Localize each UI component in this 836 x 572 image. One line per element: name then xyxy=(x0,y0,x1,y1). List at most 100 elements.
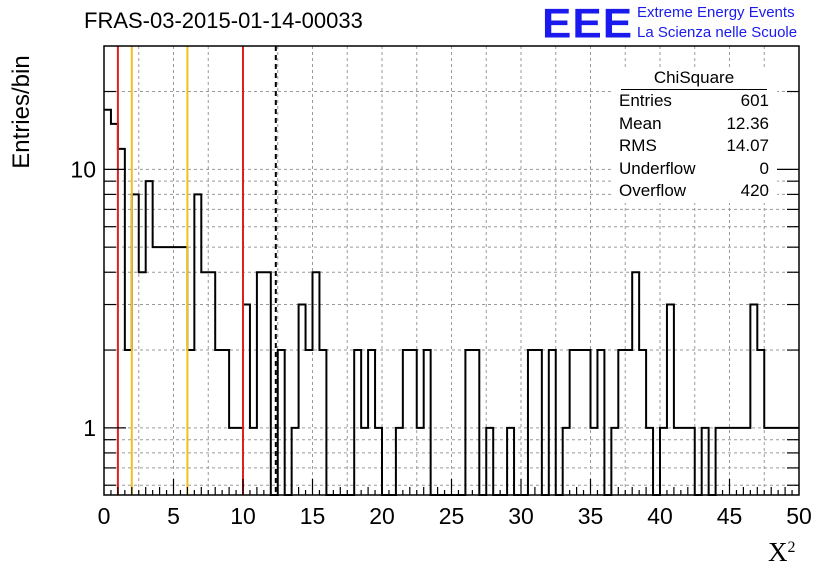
y-axis-ticks: 1 10 xyxy=(70,90,799,486)
histogram-bin xyxy=(187,350,194,495)
histogram-bin xyxy=(313,272,320,495)
histogram-bin xyxy=(549,350,556,495)
histogram-bin xyxy=(278,350,285,495)
histogram-bin xyxy=(424,350,431,495)
stats-row: Entries 601 xyxy=(611,90,777,113)
histogram-bin xyxy=(375,428,382,495)
histogram-bin xyxy=(208,272,215,495)
x-tick-label: 10 xyxy=(230,503,256,529)
histogram-bin xyxy=(674,428,681,495)
y-tick-label: 10 xyxy=(70,156,96,182)
histogram-bin xyxy=(535,350,542,495)
stats-row: Overflow 420 xyxy=(611,180,777,203)
x-axis-ticks: 0 5 10 15 20 25 30 35 40 45 50 xyxy=(98,479,812,529)
histogram-bin xyxy=(764,428,771,495)
x-axis-label: X2 xyxy=(768,537,796,568)
histogram-bin xyxy=(688,428,695,495)
x-tick-label: 35 xyxy=(578,503,604,529)
eee-logo: EEE xyxy=(542,0,634,47)
histogram-bin xyxy=(167,247,174,495)
stats-label: Entries xyxy=(619,91,672,110)
histogram-bin xyxy=(716,428,723,495)
histogram-bin xyxy=(750,305,757,495)
histogram-bin xyxy=(139,272,146,495)
histogram-bin xyxy=(180,247,187,495)
x-tick-label: 45 xyxy=(717,503,743,529)
histogram-bin xyxy=(771,428,778,495)
histogram-bin xyxy=(417,428,424,495)
stats-rows: Entries 601 Mean 12.36 RMS 14.07 Underflow 0 Ove… xyxy=(611,90,777,203)
histogram-bin xyxy=(570,350,577,495)
stats-row: RMS 14.07 xyxy=(611,135,777,158)
histogram-bin xyxy=(319,350,326,495)
histogram-bin xyxy=(472,350,479,495)
histogram-bin xyxy=(730,428,737,495)
histogram-bin xyxy=(743,428,750,495)
histogram-bin xyxy=(160,247,167,495)
histogram-bin xyxy=(361,428,368,495)
x-tick-label: 5 xyxy=(167,503,180,529)
histogram-bin xyxy=(577,350,584,495)
x-axis-label-main: X xyxy=(768,537,788,567)
histogram-bin xyxy=(660,428,667,495)
histogram-bin xyxy=(368,350,375,495)
histogram-bin xyxy=(118,149,125,495)
logo-line-2: La Scienza nelle Scuole xyxy=(637,24,798,41)
x-tick-label: 0 xyxy=(98,503,111,529)
histogram-bin xyxy=(563,428,570,495)
histogram-bin xyxy=(778,428,785,495)
histogram-bin xyxy=(299,305,306,495)
histogram-bin xyxy=(306,350,313,495)
histogram-bin xyxy=(667,305,674,495)
histogram-bin xyxy=(264,272,271,495)
histogram-bin xyxy=(618,350,625,495)
histogram-bin xyxy=(646,428,653,495)
histogram-bin xyxy=(153,247,160,495)
histogram-bin xyxy=(757,350,764,495)
y-tick-label: 1 xyxy=(83,415,96,441)
histogram-bin xyxy=(257,272,264,495)
stats-title: ChiSquare xyxy=(621,68,767,90)
histogram-bin xyxy=(250,428,257,495)
histogram-bin xyxy=(174,247,181,495)
x-tick-label: 25 xyxy=(439,503,465,529)
y-axis-label: Entries/bin xyxy=(8,55,35,169)
histogram-bin xyxy=(243,305,250,495)
x-axis-label-sup: 2 xyxy=(787,539,796,556)
logo-line-1: Extreme Energy Events xyxy=(637,4,795,21)
stats-value: 420 xyxy=(740,181,769,200)
chart-title: FRAS-03-2015-01-14-00033 xyxy=(84,8,363,33)
stats-label: Mean xyxy=(619,113,662,133)
histogram-bin xyxy=(104,110,111,495)
histogram-bin xyxy=(201,272,208,495)
stats-row: Mean 12.36 xyxy=(611,113,777,136)
stats-label: Underflow xyxy=(619,158,696,178)
histogram-bin xyxy=(597,350,604,495)
x-tick-label: 20 xyxy=(369,503,395,529)
stats-value: 0 xyxy=(759,158,769,178)
cut-lines xyxy=(116,46,277,495)
histogram-bin xyxy=(591,428,598,495)
stats-value: 601 xyxy=(740,91,769,110)
histogram-bin xyxy=(396,428,403,495)
stats-value: 14.07 xyxy=(726,136,769,155)
x-tick-label: 15 xyxy=(300,503,326,529)
histogram-bin xyxy=(507,428,514,495)
histogram-bin xyxy=(410,350,417,495)
x-tick-label: 50 xyxy=(786,503,812,529)
histogram-bin xyxy=(222,350,229,495)
stats-box: ChiSquare Entries 601 Mean 12.36 RMS 14.07 Und… xyxy=(611,68,777,203)
histogram-bin xyxy=(584,350,591,495)
histogram-bin xyxy=(611,428,618,495)
histogram-bin xyxy=(632,272,639,495)
histogram-bin xyxy=(292,428,299,495)
histogram-bin xyxy=(639,350,646,495)
histogram-bin xyxy=(236,428,243,495)
histogram-bin xyxy=(194,194,201,495)
stats-row: Underflow 0 xyxy=(611,158,777,181)
x-tick-label: 40 xyxy=(647,503,673,529)
histogram-bin xyxy=(125,350,132,495)
stats-value: 12.36 xyxy=(726,113,769,133)
histogram-bin xyxy=(625,350,632,495)
